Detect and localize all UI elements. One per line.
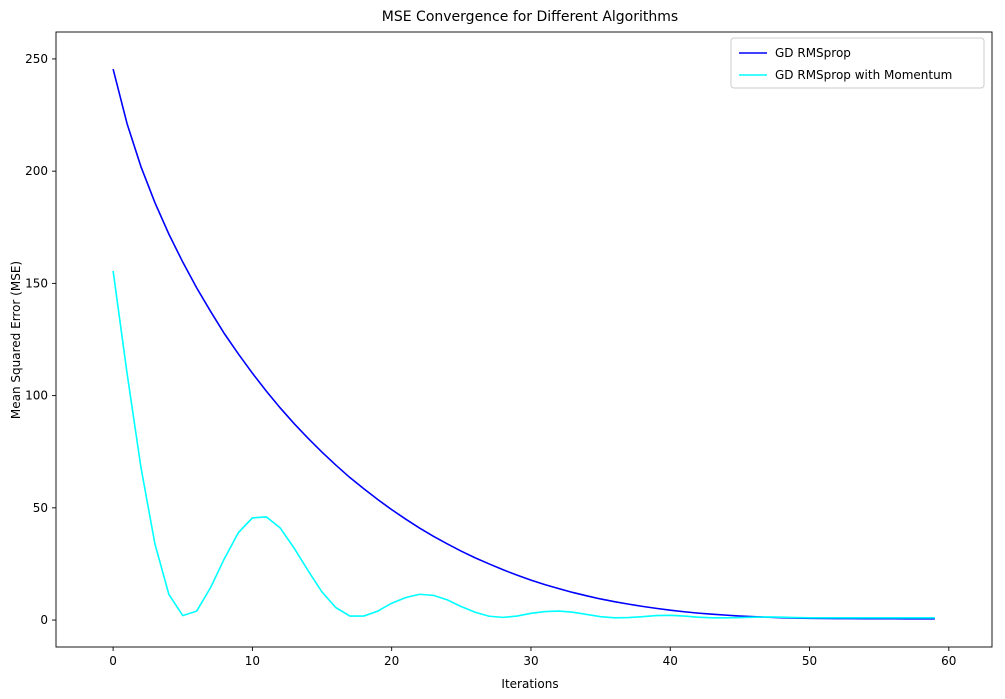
y-tick-label: 50	[33, 501, 48, 515]
x-tick-label: 20	[384, 654, 399, 668]
legend: GD RMSprop GD RMSprop with Momentum	[730, 37, 985, 89]
plot-area: 0 10 20 30 40 50 60 0 50 100 150 200 250	[25, 31, 993, 668]
y-tick-label: 250	[25, 52, 48, 66]
x-tick-label: 0	[109, 654, 117, 668]
y-tick-label: 150	[25, 276, 48, 290]
y-axis-label: Mean Squared Error (MSE)	[9, 261, 23, 419]
x-tick-label: 50	[802, 654, 817, 668]
y-tick-label: 200	[25, 164, 48, 178]
x-tick-label: 60	[941, 654, 956, 668]
x-tick-label: 40	[663, 654, 678, 668]
legend-label: GD RMSprop	[775, 46, 851, 60]
legend-box	[730, 37, 985, 89]
chart-title: MSE Convergence for Different Algorithms	[382, 9, 678, 25]
x-tick-label: 10	[245, 654, 260, 668]
legend-label: GD RMSprop with Momentum	[775, 68, 952, 82]
y-tick-label: 0	[40, 613, 48, 627]
x-tick-label: 30	[523, 654, 538, 668]
axes-frame	[55, 31, 993, 648]
y-tick-label: 100	[25, 389, 48, 403]
x-axis-label: Iterations	[501, 677, 558, 691]
series-line-2	[112, 270, 935, 619]
